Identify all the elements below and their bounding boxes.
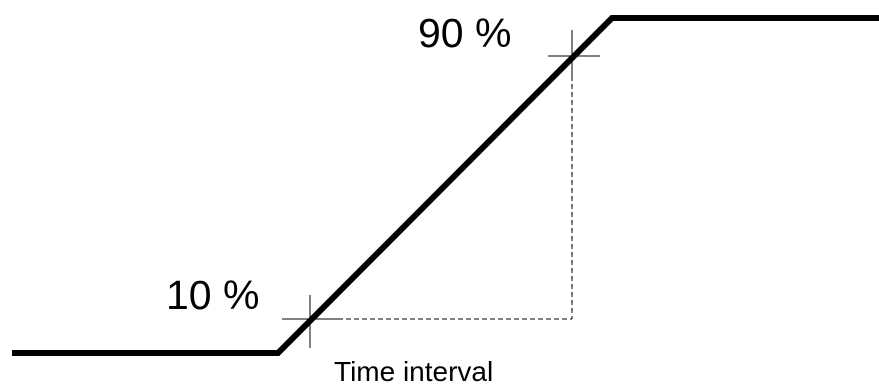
high-threshold-label: 90 % (418, 10, 511, 56)
low-threshold-label: 10 % (166, 272, 259, 318)
signal-waveform (12, 15, 879, 356)
time-interval-label: Time interval (334, 356, 493, 385)
